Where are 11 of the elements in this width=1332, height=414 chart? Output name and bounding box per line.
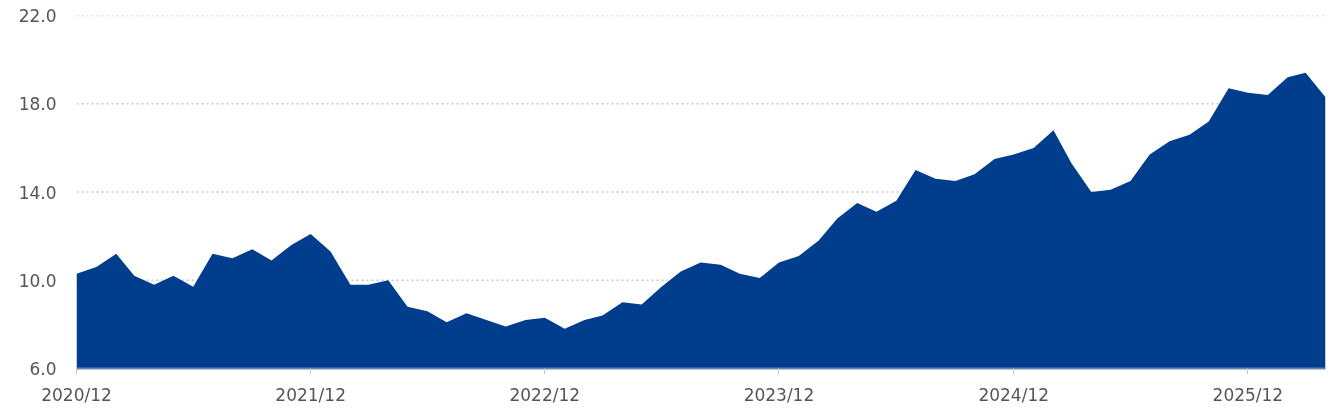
x-tick-label: 2021/12 [275,384,346,405]
x-tick-label: 2022/12 [509,384,581,405]
x-tick-label: 2020/12 [41,384,112,405]
y-tick-label: 18.0 [18,94,57,115]
y-tick-label: 10.0 [18,270,57,291]
y-tick-label: 6.0 [29,359,57,379]
y-tick-label: 22.0 [18,6,57,26]
x-tick-label: 2023/12 [743,384,815,405]
y-tick-label: 14.0 [18,182,57,203]
x-tick-label: 2025/12 [1212,384,1284,405]
x-tick-label: 2024/12 [978,384,1050,405]
